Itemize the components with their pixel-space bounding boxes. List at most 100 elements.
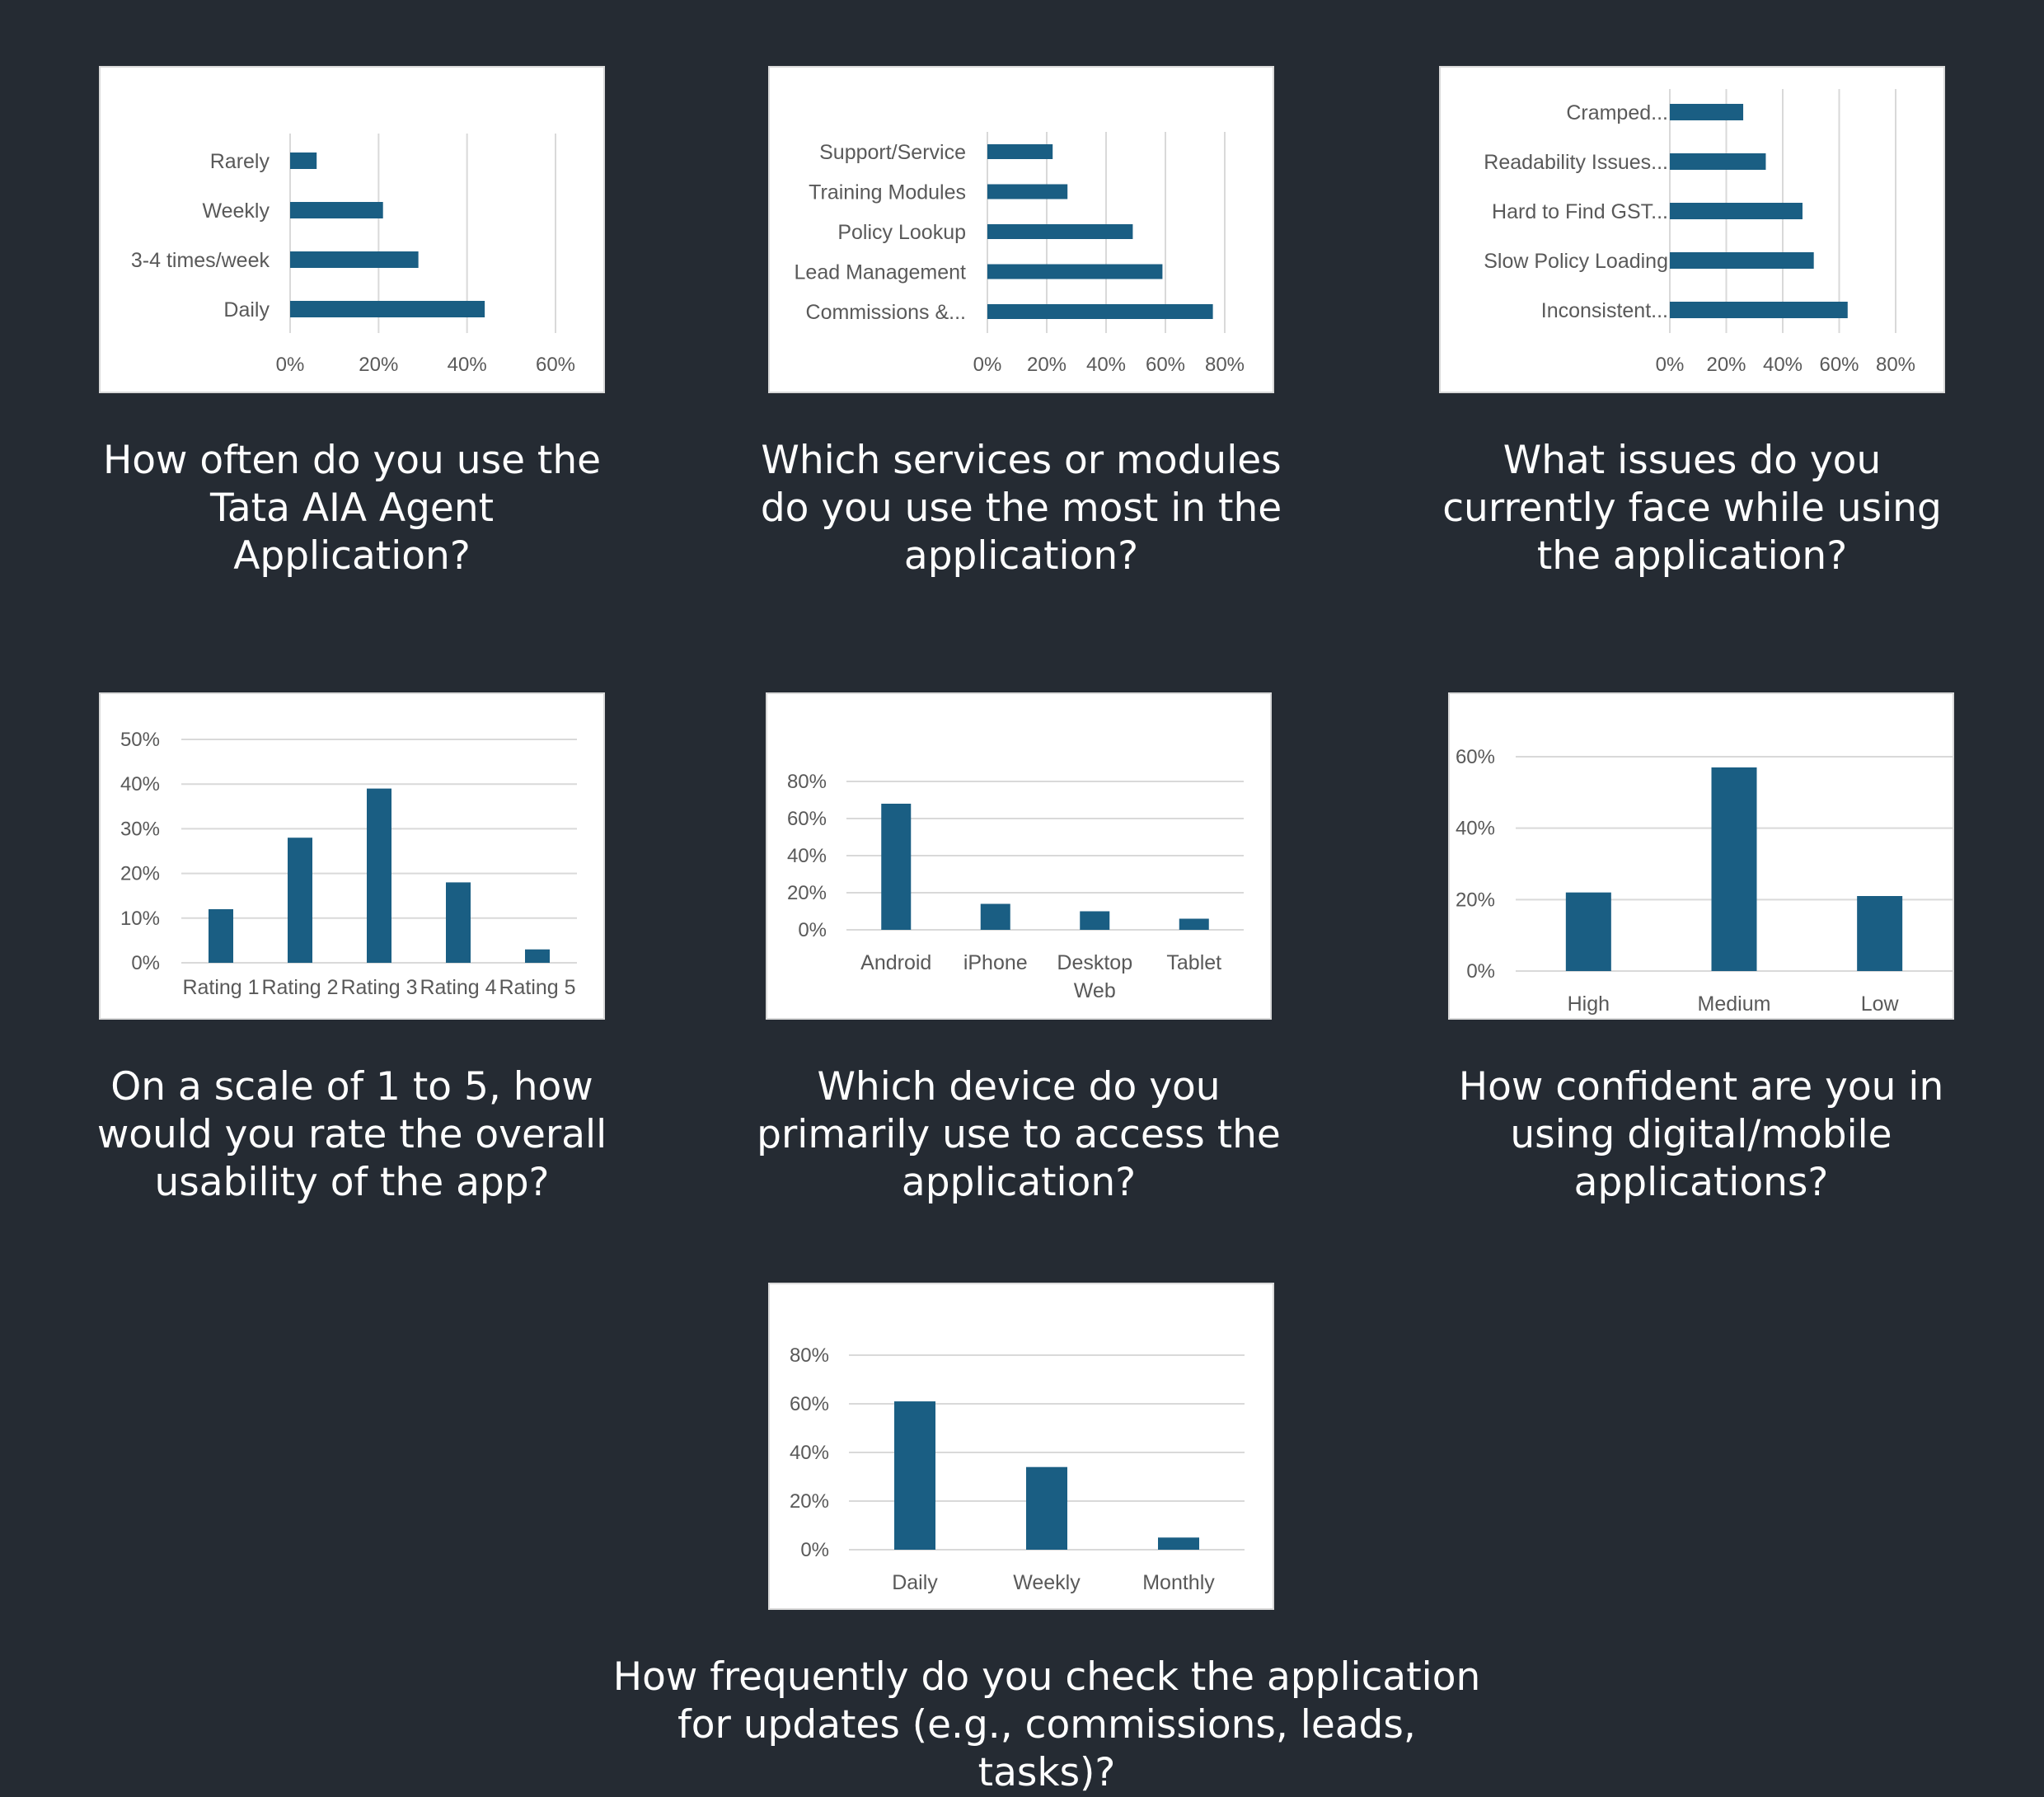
question-usability-rating: On a scale of 1 to 5, how would you rate…: [96, 1064, 607, 1205]
chart-panel-primary-device: 0% 20% 40% 60% 80% Android iPhone Desktop Web Tab…: [766, 692, 1272, 1020]
digital-confidence-bar: [1857, 896, 1903, 971]
modules-used-category-label: Lead Management: [795, 261, 967, 284]
usability-rating-tick-label: 0%: [131, 952, 160, 974]
current-issues-category-label: Inconsistent...: [1541, 299, 1668, 322]
usability-rating-tick-label: 20%: [120, 863, 160, 885]
current-issues-category-label: Hard to Find GST...: [1492, 200, 1668, 223]
usage-frequency-bar: [290, 251, 419, 268]
modules-used-bar: [987, 264, 1163, 279]
update-frequency-tick-label: 20%: [790, 1490, 829, 1513]
primary-device-tick-label: 20%: [787, 882, 827, 904]
usage-frequency-bar: [290, 301, 485, 317]
current-issues-bar: [1670, 153, 1766, 170]
usability-rating-category-label: Rating 1: [182, 976, 259, 999]
usability-rating-bar: [525, 949, 550, 963]
modules-used-bar: [987, 304, 1213, 319]
modules-used-category-label: Commissions &...: [806, 301, 966, 324]
question-current-issues: What issues do you currently face while …: [1442, 438, 1942, 579]
current-issues-tick-label: 40%: [1763, 354, 1803, 376]
usability-rating-category-label: Rating 3: [340, 976, 417, 999]
modules-used-category-label: Training Modules: [809, 181, 966, 204]
question-update-frequency: How frequently do you check the applicat…: [612, 1654, 1481, 1795]
usage-frequency-tick-label: 40%: [448, 354, 487, 376]
digital-confidence-category-label: Medium: [1698, 992, 1771, 1016]
digital-confidence-category-label: High: [1568, 992, 1610, 1016]
usability-rating-tick-label: 40%: [120, 773, 160, 795]
usage-frequency-category-label: 3-4 times/week: [131, 249, 270, 272]
primary-device-tick-label: 0%: [798, 919, 827, 941]
update-frequency-category-label: Daily: [892, 1571, 938, 1594]
primary-device-tick-label: 60%: [787, 808, 827, 830]
primary-device-category-label: Desktop Web: [1057, 951, 1132, 1002]
usability-rating-category-label: Rating 5: [499, 976, 575, 999]
chart-svg-update-frequency: 0% 20% 40% 60% 80% Daily Weekly Monthly: [790, 1344, 1245, 1594]
update-frequency-bar: [1026, 1466, 1067, 1550]
digital-confidence-category-label: Low: [1861, 992, 1900, 1016]
current-issues-tick-label: 80%: [1876, 354, 1915, 376]
question-usage-frequency: How often do you use the Tata AIA Agent …: [102, 438, 602, 579]
usage-frequency-tick-label: 0%: [276, 354, 305, 376]
chart-panel-current-issues: 0% 20% 40% 60% 80% Cramped... Readability Issu…: [1439, 66, 1945, 393]
current-issues-tick-label: 60%: [1819, 354, 1859, 376]
update-frequency-category-label: Weekly: [1013, 1571, 1081, 1594]
usability-rating-tick-label: 30%: [120, 818, 160, 840]
digital-confidence-bar: [1565, 892, 1611, 971]
usability-rating-category-label: Rating 2: [261, 976, 338, 999]
chart-panel-modules-used: 0% 20% 40% 60% 80% Support/Service Training Mo…: [768, 66, 1274, 393]
current-issues-category-label: Slow Policy Loading: [1484, 250, 1668, 273]
modules-used-bar: [987, 144, 1053, 159]
primary-device-tick-label: 80%: [787, 771, 827, 793]
current-issues-tick-label: 0%: [1656, 354, 1685, 376]
current-issues-bar: [1670, 302, 1848, 318]
current-issues-bar: [1670, 203, 1803, 219]
chart-panel-usability-rating: 0% 10% 20% 30% 40% 50% Rating 1 Rating 2 Rating …: [99, 692, 605, 1020]
modules-used-category-label: Support/Service: [819, 141, 966, 164]
primary-device-category-label: iPhone: [963, 951, 1028, 974]
primary-device-bar: [980, 903, 1010, 930]
current-issues-category-label: Readability Issues...: [1484, 151, 1668, 174]
chart-svg-digital-confidence: 0% 20% 40% 60% High Medium Low: [1456, 746, 1953, 1016]
chart-svg-current-issues: 0% 20% 40% 60% 80% Cramped... Readability Issu…: [1484, 89, 1915, 376]
usability-rating-bar: [367, 788, 391, 963]
modules-used-tick-label: 0%: [973, 354, 1002, 376]
usage-frequency-tick-label: 20%: [359, 354, 398, 376]
digital-confidence-tick-label: 20%: [1456, 889, 1495, 911]
modules-used-bar: [987, 224, 1133, 239]
digital-confidence-bar: [1711, 767, 1757, 971]
primary-device-bar: [1179, 918, 1209, 930]
usability-rating-tick-label: 10%: [120, 908, 160, 930]
usage-frequency-bar: [290, 202, 383, 218]
chart-svg-primary-device: 0% 20% 40% 60% 80% Android iPhone Desktop Web Tab…: [787, 771, 1244, 1002]
modules-used-tick-label: 80%: [1205, 354, 1245, 376]
primary-device-category-label: Android: [860, 951, 931, 974]
update-frequency-tick-label: 60%: [790, 1393, 829, 1415]
usage-frequency-category-label: Daily: [223, 298, 270, 321]
usage-frequency-category-label: Rarely: [210, 150, 270, 173]
primary-device-bar: [1080, 911, 1110, 930]
primary-device-tick-label: 40%: [787, 845, 827, 867]
update-frequency-tick-label: 40%: [790, 1442, 829, 1464]
modules-used-tick-label: 40%: [1086, 354, 1126, 376]
usability-rating-tick-label: 50%: [120, 729, 160, 751]
chart-panel-digital-confidence: 0% 20% 40% 60% High Medium Low: [1448, 692, 1954, 1020]
usability-rating-bar: [209, 908, 233, 963]
chart-panel-update-frequency: 0% 20% 40% 60% 80% Daily Weekly Monthly: [768, 1283, 1274, 1610]
update-frequency-bar: [894, 1401, 935, 1550]
usability-rating-bar: [446, 882, 471, 963]
modules-used-category-label: Policy Lookup: [837, 221, 966, 244]
question-primary-device: Which device do you primarily use to acc…: [757, 1064, 1281, 1205]
usage-frequency-tick-label: 60%: [536, 354, 575, 376]
modules-used-bar: [987, 184, 1068, 199]
modules-used-tick-label: 60%: [1146, 354, 1185, 376]
digital-confidence-tick-label: 40%: [1456, 818, 1495, 840]
current-issues-category-label: Cramped...: [1566, 101, 1668, 124]
usability-rating-bar: [288, 838, 312, 963]
question-digital-confidence: How confident are you in using digital/m…: [1458, 1064, 1944, 1205]
digital-confidence-tick-label: 0%: [1466, 960, 1495, 983]
chart-panel-usage-frequency: 0% 20% 40% 60% Rarely Weekly 3-4 times/week Dai…: [99, 66, 605, 393]
chart-svg-usability-rating: 0%10%20%30%40%50%Rating 1 Rating 2 Rating …: [120, 729, 577, 999]
usage-frequency-bar: [290, 152, 317, 169]
current-issues-bar: [1670, 252, 1814, 269]
update-frequency-tick-label: 80%: [790, 1344, 829, 1367]
chart-svg-usage-frequency: 0% 20% 40% 60% Rarely Weekly 3-4 times/week Dai…: [131, 134, 575, 376]
